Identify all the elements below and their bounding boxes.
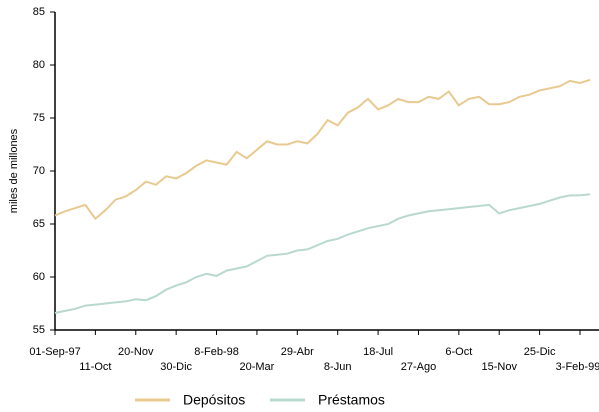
y-tick-label: 75 bbox=[33, 112, 45, 124]
series-line bbox=[54, 193, 591, 314]
x-tick-label: 18-Jul bbox=[363, 346, 393, 358]
legend-label: Préstamos bbox=[318, 392, 385, 408]
x-tick-label: 29-Abr bbox=[281, 346, 314, 358]
y-tick-label: 80 bbox=[33, 59, 45, 71]
x-tick-label: 25-Dic bbox=[524, 346, 556, 358]
series-line bbox=[54, 78, 591, 221]
x-tick-label: 20-Mar bbox=[240, 361, 275, 373]
x-tick-label: 30-Dic bbox=[160, 361, 192, 373]
y-tick-label: 55 bbox=[33, 324, 45, 336]
y-tick-label: 70 bbox=[33, 165, 45, 177]
x-tick-label: 6-Oct bbox=[445, 346, 472, 358]
x-tick-label: 01-Sep-97 bbox=[29, 346, 80, 358]
x-tick-label: 8-Jun bbox=[324, 361, 352, 373]
x-tick-label: 27-Ago bbox=[401, 361, 436, 373]
y-tick-label: 85 bbox=[33, 6, 45, 18]
x-tick-label: 20-Nov bbox=[118, 346, 154, 358]
y-axis-label: miles de millones bbox=[8, 128, 20, 213]
y-tick-label: 60 bbox=[33, 271, 45, 283]
x-tick-label: 15-Nov bbox=[481, 361, 517, 373]
x-tick-label: 8-Feb-98 bbox=[194, 346, 239, 358]
legend-label: Depósitos bbox=[183, 392, 245, 408]
x-tick-label: 11-Oct bbox=[79, 361, 111, 373]
y-tick-label: 65 bbox=[33, 218, 45, 230]
x-tick-label: 3-Feb-99 bbox=[556, 361, 599, 373]
